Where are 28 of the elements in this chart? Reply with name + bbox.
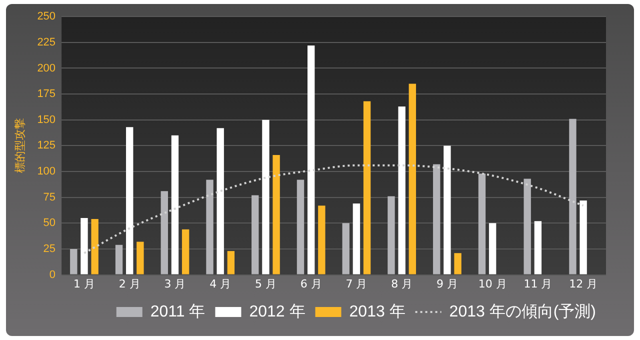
y-tick-label: 250 [37,10,56,23]
y-tick-label: 0 [49,268,56,281]
x-tick-label: 7 月 [346,277,368,290]
x-tick-label: 4 月 [210,277,232,290]
x-tick-label: 11 月 [524,277,552,290]
legend-label: 2013 年 [349,303,406,320]
y-axis-title: 標的型攻撃 [13,118,26,174]
y-tick-label: 175 [37,88,56,100]
x-tick-label: 3 月 [164,277,186,290]
y-tick-label: 150 [37,114,56,126]
legend-label: 2013 年の傾向(予測) [449,302,596,320]
y-tick-label: 25 [43,243,56,256]
y-tick-label: 50 [43,217,56,230]
x-tick-label: 5 月 [254,277,276,290]
x-tick-label: 9 月 [436,277,458,290]
legend-label: 2011 年 [150,303,206,320]
y-tick-label: 200 [37,62,56,74]
x-tick-label: 1 月 [73,277,95,290]
x-tick-label: 12 月 [569,277,598,290]
y-tick-label: 100 [37,166,56,178]
legend-label: 2012 年 [249,303,306,320]
x-tick-label: 8 月 [391,277,413,290]
x-tick-label: 6 月 [300,277,322,290]
x-tick-label: 2 月 [118,277,140,290]
y-tick-label: 225 [37,36,56,48]
y-tick-label: 75 [43,191,56,204]
x-tick-label: 10 月 [478,277,507,290]
y-tick-label: 125 [37,140,56,152]
